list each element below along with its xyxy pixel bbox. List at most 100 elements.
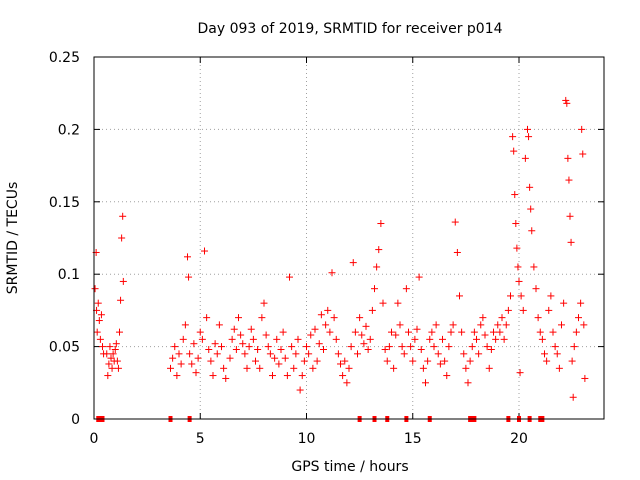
data-point [521, 154, 529, 162]
data-point [243, 364, 251, 372]
data-point [324, 306, 332, 314]
data-points [91, 96, 589, 401]
data-point [349, 259, 357, 267]
data-point [279, 328, 287, 336]
data-point [283, 372, 291, 380]
data-point [513, 244, 521, 252]
data-point [218, 343, 225, 351]
data-point [411, 335, 419, 343]
data-point [436, 360, 444, 368]
data-point [388, 328, 395, 336]
x-tick-label: 0 [90, 431, 99, 447]
data-point [307, 331, 315, 339]
data-point [453, 248, 461, 256]
data-point [91, 285, 99, 293]
data-point [220, 364, 228, 372]
data-point [470, 328, 478, 336]
data-point [494, 321, 502, 329]
data-point [104, 372, 112, 380]
data-point [568, 357, 576, 365]
data-point [394, 299, 402, 307]
data-point [396, 321, 404, 329]
data-point [377, 220, 385, 228]
data-point [364, 345, 372, 353]
data-point [112, 340, 120, 348]
data-point [192, 369, 200, 377]
data-point [479, 314, 487, 322]
data-point [305, 350, 313, 358]
data-point [347, 343, 355, 351]
data-point [390, 364, 398, 372]
data-point [277, 345, 285, 353]
x-tick-labels: 0 5 10 15 20 [90, 431, 528, 447]
data-point [422, 379, 429, 387]
data-point [317, 311, 325, 319]
data-point [179, 335, 187, 343]
data-point [400, 350, 408, 358]
data-point [481, 331, 489, 339]
data-point [525, 133, 533, 141]
y-tick-label: 0.1 [58, 267, 80, 283]
data-point [354, 350, 361, 358]
data-point [500, 335, 508, 343]
data-point [345, 364, 353, 372]
data-point [419, 364, 427, 372]
data-point [198, 335, 206, 343]
y-tick-label: 0.25 [49, 50, 80, 66]
data-point [209, 372, 217, 380]
data-point [186, 350, 194, 358]
data-point [167, 364, 174, 372]
data-point [271, 354, 279, 362]
data-point [564, 154, 572, 162]
data-point [237, 331, 245, 339]
data-point [222, 374, 230, 382]
data-point [185, 273, 193, 281]
data-point [445, 343, 453, 351]
data-point [483, 343, 491, 351]
data-point [93, 328, 101, 336]
data-point [373, 263, 381, 271]
data-point [211, 340, 219, 348]
data-point [358, 331, 366, 339]
data-point [485, 364, 493, 372]
data-point [473, 335, 480, 343]
data-point [320, 345, 327, 353]
y-tick-label: 0.2 [58, 122, 80, 138]
data-point [241, 350, 249, 358]
data-point [215, 321, 223, 329]
data-point [449, 321, 457, 329]
data-point [281, 354, 289, 362]
plot-frame [93, 56, 605, 420]
data-point [415, 273, 423, 281]
data-point [405, 328, 412, 336]
data-point [466, 357, 474, 365]
data-point [296, 386, 304, 394]
data-point [507, 292, 514, 300]
x-tick-label: 10 [298, 431, 316, 447]
data-point [547, 292, 555, 300]
data-point [111, 345, 119, 353]
data-point [368, 306, 376, 314]
data-point [504, 306, 512, 314]
data-point [392, 331, 400, 339]
data-point [560, 299, 568, 307]
data-point [99, 343, 106, 351]
data-point [566, 212, 574, 220]
data-point [460, 350, 468, 358]
data-point [360, 340, 368, 348]
data-point [468, 343, 476, 351]
data-point [371, 285, 378, 293]
data-point [294, 335, 302, 343]
data-point [313, 357, 321, 365]
data-point [458, 328, 466, 336]
data-point [528, 227, 536, 235]
data-point [581, 374, 589, 382]
data-point [288, 343, 296, 351]
data-point [575, 314, 582, 322]
data-point [105, 360, 113, 368]
data-point [514, 263, 522, 271]
data-point [524, 125, 531, 133]
data-point [356, 314, 364, 322]
data-point [487, 345, 495, 353]
